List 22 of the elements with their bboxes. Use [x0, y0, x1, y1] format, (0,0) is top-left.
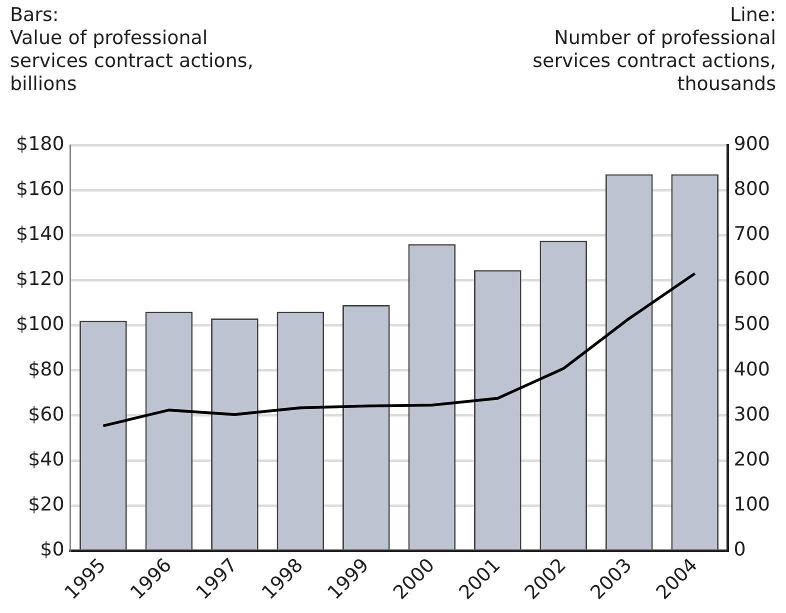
- y2-tick-label: 600: [734, 268, 770, 290]
- y2-tick-label: 300: [734, 403, 770, 426]
- y2-tick-label: 100: [734, 494, 770, 516]
- y2-tick-label: 700: [734, 223, 770, 246]
- y2-tick-label: 0: [734, 538, 746, 561]
- y-tick-label: $100: [16, 313, 64, 336]
- y-tick-label: $160: [16, 178, 64, 200]
- y-tick-label: $40: [28, 448, 64, 470]
- y-tick-label: $140: [16, 223, 64, 246]
- y2-tick-label: 200: [734, 448, 770, 470]
- y-axis-title: Bars: Value of professional services contract actions, billions: [10, 4, 254, 96]
- y-tick-label: $0: [40, 538, 64, 561]
- y-tick-label: $20: [28, 494, 64, 516]
- y2-tick-label: 400: [734, 358, 770, 380]
- y-tick-label: $180: [16, 132, 64, 155]
- y2-tick-label: 500: [734, 313, 770, 336]
- y-tick-label: $80: [28, 358, 64, 380]
- y-tick-label: $60: [28, 403, 64, 426]
- y2-tick-label: 800: [734, 178, 770, 200]
- y2-tick-label: 900: [734, 132, 770, 155]
- y2-axis-title: Line: Number of professional services contract actions, thousands: [532, 4, 776, 96]
- y-tick-label: $120: [16, 268, 64, 290]
